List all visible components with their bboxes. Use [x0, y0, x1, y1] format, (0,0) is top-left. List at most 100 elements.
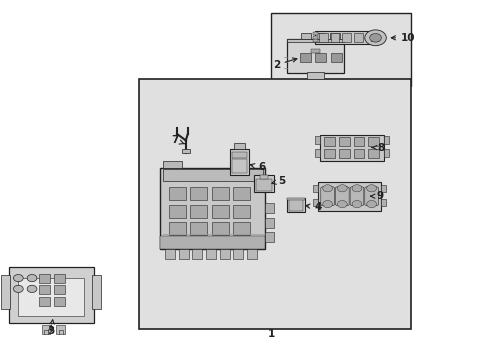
Bar: [367, 149, 378, 158]
Bar: [39, 285, 50, 294]
Text: 5: 5: [271, 176, 285, 186]
Bar: [212, 222, 228, 235]
Bar: [162, 170, 263, 181]
Bar: [165, 248, 175, 259]
Bar: [160, 168, 264, 249]
Bar: [254, 175, 273, 192]
Bar: [271, 13, 410, 86]
Bar: [256, 179, 271, 191]
Bar: [139, 79, 410, 329]
Bar: [287, 39, 343, 73]
Bar: [264, 203, 273, 213]
Bar: [338, 149, 349, 158]
Circle shape: [337, 185, 346, 192]
Bar: [381, 185, 386, 192]
Bar: [286, 198, 305, 212]
Bar: [212, 188, 228, 200]
Bar: [41, 325, 50, 334]
Text: 10: 10: [390, 33, 415, 43]
Bar: [315, 53, 325, 62]
Bar: [312, 185, 317, 192]
Bar: [54, 285, 64, 294]
Bar: [54, 274, 64, 283]
Bar: [312, 199, 317, 206]
Bar: [353, 33, 362, 42]
Circle shape: [322, 201, 332, 208]
Bar: [318, 33, 327, 42]
Bar: [264, 217, 273, 228]
Bar: [310, 49, 320, 53]
Circle shape: [366, 201, 376, 208]
FancyBboxPatch shape: [320, 187, 334, 206]
Bar: [219, 248, 229, 259]
Bar: [315, 149, 320, 157]
Bar: [160, 236, 264, 249]
Bar: [190, 222, 207, 235]
Bar: [383, 149, 388, 157]
Bar: [179, 248, 188, 259]
Bar: [286, 198, 305, 200]
Bar: [232, 159, 246, 173]
Bar: [182, 149, 189, 153]
Bar: [190, 204, 207, 217]
Circle shape: [351, 201, 361, 208]
FancyBboxPatch shape: [335, 187, 348, 206]
Bar: [169, 204, 185, 217]
Bar: [19, 278, 84, 316]
Circle shape: [337, 201, 346, 208]
Text: 8: 8: [371, 143, 384, 153]
Bar: [190, 188, 207, 200]
Bar: [169, 188, 185, 200]
Bar: [312, 36, 317, 39]
Bar: [212, 204, 228, 217]
Bar: [312, 39, 317, 42]
Bar: [92, 274, 101, 309]
Bar: [39, 297, 50, 306]
Bar: [233, 188, 250, 200]
Bar: [54, 297, 64, 306]
Bar: [353, 149, 364, 158]
Bar: [287, 39, 343, 42]
Bar: [381, 199, 386, 206]
Circle shape: [14, 274, 23, 282]
Bar: [233, 143, 245, 149]
Bar: [330, 33, 339, 42]
Bar: [329, 33, 339, 39]
Bar: [324, 137, 334, 146]
FancyBboxPatch shape: [349, 187, 363, 206]
Bar: [300, 33, 310, 39]
Bar: [342, 33, 350, 42]
Bar: [288, 199, 303, 211]
Text: 7: 7: [171, 135, 184, 145]
Bar: [370, 34, 377, 41]
Bar: [233, 204, 250, 217]
Bar: [233, 248, 243, 259]
Bar: [1, 274, 10, 309]
Text: 6: 6: [250, 162, 264, 172]
Bar: [330, 53, 341, 62]
Bar: [299, 53, 310, 62]
Bar: [232, 152, 246, 158]
Bar: [353, 137, 364, 146]
Bar: [320, 135, 383, 161]
Bar: [229, 149, 249, 175]
Bar: [56, 325, 65, 334]
Bar: [9, 267, 94, 323]
Bar: [338, 137, 349, 146]
Bar: [315, 136, 320, 144]
Text: 1: 1: [267, 329, 274, 339]
Bar: [260, 175, 267, 179]
Text: 9: 9: [370, 191, 383, 201]
Text: 3: 3: [48, 320, 55, 336]
Text: 2: 2: [272, 58, 296, 70]
FancyBboxPatch shape: [364, 187, 378, 206]
Bar: [367, 137, 378, 146]
Circle shape: [364, 30, 386, 46]
Circle shape: [27, 274, 37, 282]
Bar: [39, 274, 50, 283]
Bar: [247, 248, 257, 259]
Bar: [317, 182, 381, 211]
Bar: [192, 248, 202, 259]
Bar: [383, 136, 388, 144]
Text: 4: 4: [305, 202, 321, 212]
